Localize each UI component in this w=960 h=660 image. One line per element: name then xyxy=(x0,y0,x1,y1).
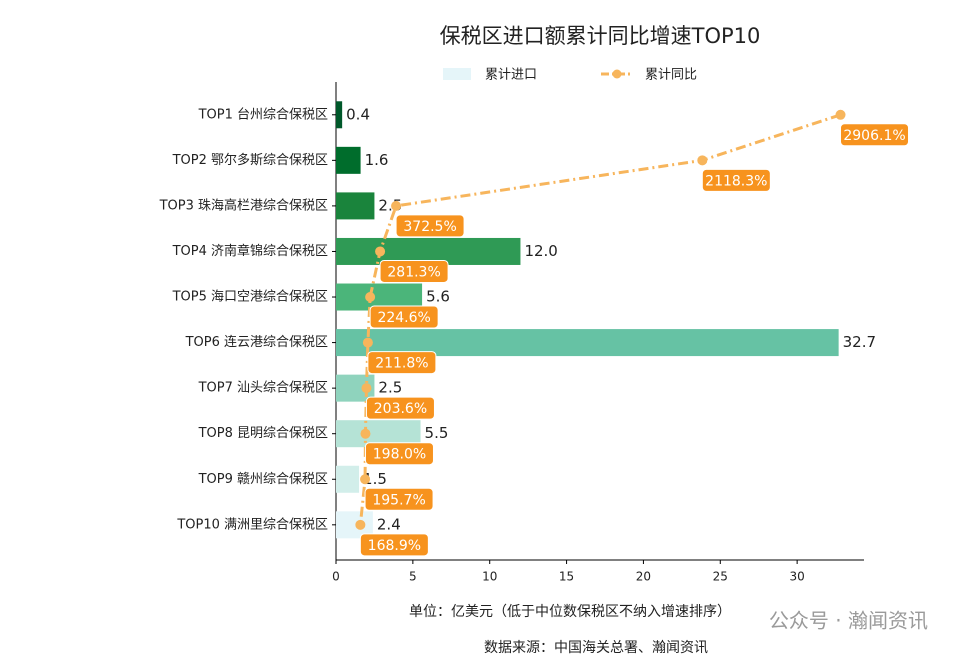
label-box xyxy=(379,259,449,283)
y-tick-label: TOP5 海口空港综合保税区 xyxy=(172,290,328,305)
bar-value-label: 0.4 xyxy=(346,105,370,123)
bar xyxy=(336,465,360,493)
legend-swatch xyxy=(443,68,471,80)
line-marker xyxy=(361,383,372,394)
bar-value-label: 1.6 xyxy=(365,151,389,169)
line-value-label: 281.3% xyxy=(387,264,440,280)
y-tick-label: TOP4 济南章锦综合保税区 xyxy=(172,243,328,259)
x-axis-label: 单位：亿美元（低于中位数保税区不纳入增速排序） xyxy=(409,604,731,620)
x-tick-label: 20 xyxy=(636,570,651,584)
y-tick-label: TOP9 赣州综合保税区 xyxy=(198,472,328,487)
bar-value-label: 32.7 xyxy=(843,333,876,351)
chart-title: 保税区进口额累计同比增速TOP10 xyxy=(440,24,761,48)
x-tick-label: 25 xyxy=(713,570,728,584)
legend-label: 累计同比 xyxy=(645,68,697,83)
y-tick-label: TOP7 汕头综合保税区 xyxy=(198,381,328,396)
label-box xyxy=(364,487,434,511)
y-tick-label: TOP3 珠海高栏港综合保税区 xyxy=(159,197,328,213)
bar xyxy=(336,101,343,129)
line-marker xyxy=(835,109,846,120)
x-tick-label: 30 xyxy=(789,570,804,584)
label-box xyxy=(395,214,465,238)
legend-label: 累计进口 xyxy=(485,68,537,83)
bar xyxy=(336,192,375,220)
y-tick-label: TOP2 鄂尔多斯综合保税区 xyxy=(172,152,328,168)
x-tick-label: 0 xyxy=(332,570,340,584)
line-marker xyxy=(697,155,708,166)
label-box xyxy=(364,442,434,466)
line-value-label: 372.5% xyxy=(403,219,456,235)
source-note: 数据来源：中国海关总署、瀚闻资讯 xyxy=(484,640,708,656)
label-box xyxy=(369,305,439,329)
line-value-label: 2906.1% xyxy=(843,128,905,144)
x-tick-label: 10 xyxy=(482,570,497,584)
watermark: 公众号 · 瀚闻资讯 xyxy=(769,609,928,633)
y-tick-label: TOP6 连云港综合保税区 xyxy=(185,334,328,350)
bar-value-label: 5.5 xyxy=(425,424,449,442)
bar-value-label: 5.6 xyxy=(426,288,450,306)
line-marker xyxy=(391,200,402,211)
x-tick-label: 5 xyxy=(409,570,417,584)
bar-value-label: 2.4 xyxy=(377,515,401,533)
legend-swatch xyxy=(612,69,622,79)
line-value-label: 211.8% xyxy=(375,356,428,372)
y-tick-label: TOP8 昆明综合保税区 xyxy=(198,426,328,441)
label-box xyxy=(359,533,429,557)
line-marker xyxy=(375,246,386,257)
label-box xyxy=(365,396,435,420)
y-tick-label: TOP1 台州综合保税区 xyxy=(198,107,328,122)
line-value-label: 198.0% xyxy=(373,447,426,463)
line-marker xyxy=(355,519,366,530)
line-marker xyxy=(360,474,371,485)
line-value-label: 168.9% xyxy=(368,538,421,554)
line-marker xyxy=(360,428,371,439)
bar-value-label: 2.5 xyxy=(378,379,402,397)
line-value-label: 2118.3% xyxy=(705,173,767,189)
line-marker xyxy=(362,337,373,348)
bar-value-label: 12.0 xyxy=(524,242,557,260)
bar-value-label: 1.5 xyxy=(363,470,387,488)
label-box xyxy=(701,168,771,192)
label-box xyxy=(367,351,437,375)
line-value-label: 195.7% xyxy=(372,492,425,508)
bar xyxy=(336,146,361,174)
label-box xyxy=(840,123,910,147)
x-tick-label: 15 xyxy=(559,570,574,584)
line-marker xyxy=(365,292,376,303)
line-value-label: 224.6% xyxy=(377,310,430,326)
y-tick-label: TOP10 满洲里综合保税区 xyxy=(176,517,328,532)
line-value-label: 203.6% xyxy=(374,401,427,417)
